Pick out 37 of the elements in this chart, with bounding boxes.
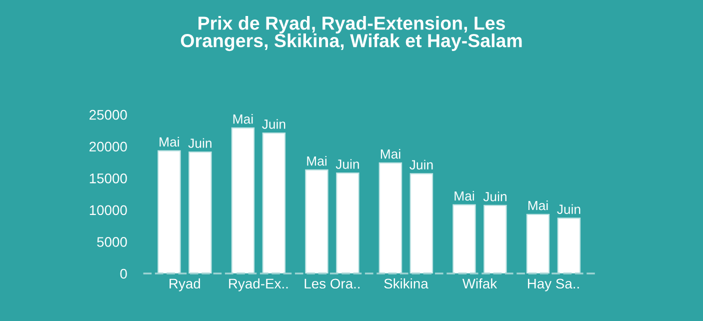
y-tick-label: 5000 <box>97 237 127 247</box>
bar <box>231 127 255 274</box>
text: Mai <box>380 149 400 159</box>
series-label: Mai <box>160 136 179 147</box>
series-label: Juin <box>188 138 212 148</box>
bar <box>452 204 476 274</box>
bar <box>526 214 550 274</box>
y-tick-label: 20000 <box>90 142 127 152</box>
x-tick-label: Ryad <box>170 278 200 292</box>
bar <box>336 172 360 274</box>
bar <box>262 132 286 274</box>
text: Juin <box>336 159 359 169</box>
bar <box>188 152 212 274</box>
y-tick-label: 10000 <box>90 205 127 216</box>
bar <box>484 204 507 274</box>
bar <box>158 150 181 274</box>
text: Mai <box>528 200 548 210</box>
bar <box>378 162 402 274</box>
y-tick-label: 25000 <box>90 110 127 120</box>
text: Juin <box>557 204 580 214</box>
text: Mai <box>454 190 474 201</box>
x-tick-label: Les Ora.. <box>304 278 360 289</box>
text: Juin <box>262 119 286 129</box>
bar <box>305 169 328 274</box>
y-tick-label: 15000 <box>90 173 127 184</box>
text: Mai <box>307 156 326 166</box>
x-tick-label: Wifak <box>462 278 498 289</box>
bar <box>410 173 434 274</box>
x-tick-label: Skikina <box>384 278 428 289</box>
y-tick-label: 0 <box>120 268 127 279</box>
chart-title: Prix de Ryad, Ryad-Extension, Les Orangers, Skikina, Wifak et Hay-Salam <box>180 16 522 52</box>
text: Juin <box>410 160 433 170</box>
text: Mai <box>233 114 253 124</box>
text: Juin <box>483 192 506 202</box>
x-tick-label: Hay Sa.. <box>528 278 579 292</box>
x-tick-label: Ryad-Ex.. <box>229 278 288 292</box>
bar <box>557 218 581 274</box>
